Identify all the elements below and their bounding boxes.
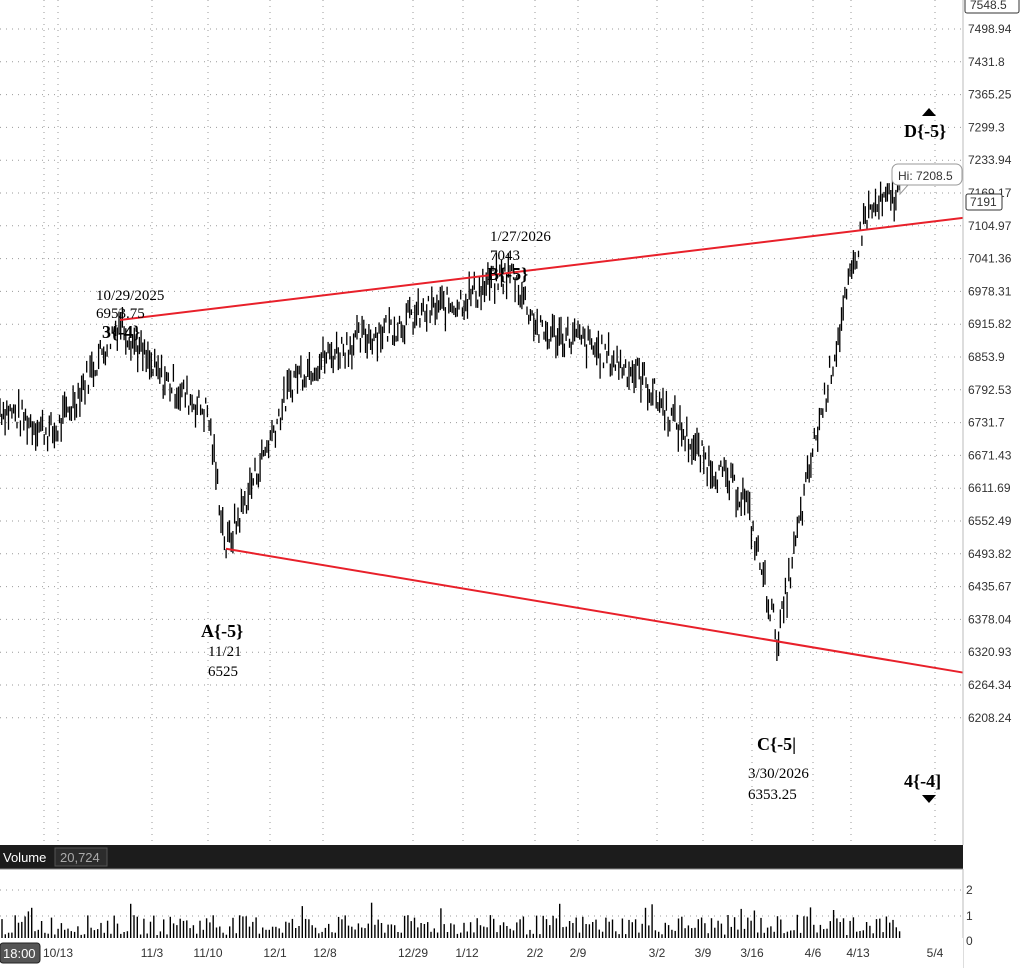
annotation-c-label: C{-5| (757, 734, 796, 754)
time-tick-label: 11/10 (193, 946, 222, 960)
time-tick-label: 2/9 (570, 946, 587, 960)
annotation-3-price: 6953.75 (96, 306, 145, 322)
price-tick-label: 6435.67 (968, 580, 1012, 594)
timeframe-label: 18:00 (3, 946, 36, 961)
time-tick-label: 1/12 (455, 946, 479, 960)
arrow-down-icon (922, 795, 936, 803)
high-tag (891, 163, 963, 186)
price-tick-label: 7104.97 (968, 219, 1012, 233)
annotation-4-label: 4{-4] (904, 771, 941, 791)
price-bars (0, 176, 900, 661)
top-price-label: 7548.5 (970, 0, 1007, 12)
annotation-3-label: 3{-4} (102, 322, 140, 342)
price-tick-label: 7041.36 (968, 252, 1012, 266)
time-tick-label: 12/8 (313, 946, 337, 960)
annotation-c-price: 6353.25 (748, 787, 797, 803)
price-tick-label: 6915.82 (968, 317, 1012, 331)
annotation-b-label: B{-5} (487, 264, 528, 284)
trendlines (119, 216, 964, 674)
price-tick-label: 6671.43 (968, 448, 1012, 462)
time-axis-background (0, 938, 963, 968)
last-price-label: 7191 (970, 195, 997, 209)
time-tick-label: 3/2 (649, 946, 666, 960)
annotation-b-date: 1/27/2026 (490, 229, 551, 245)
time-tick-label: 12/29 (398, 946, 428, 960)
top-price-tag (964, 0, 1020, 14)
time-tick-label: 10/13 (43, 946, 73, 960)
price-tick-label: 6493.82 (968, 547, 1012, 561)
price-tick-label: 6978.31 (968, 284, 1012, 298)
annotation-a-date: 11/21 (208, 644, 242, 660)
high-tag-label: Hi: 7208.5 (898, 169, 953, 183)
price-tick-label: 6611.69 (968, 481, 1011, 495)
last-price-tag (965, 193, 1003, 211)
time-tick-label: 2/2 (527, 946, 544, 960)
arrow-up-icon (922, 108, 936, 116)
annotation-a-label: A{-5} (201, 621, 243, 641)
annotation-d-label: D{-5} (904, 121, 946, 141)
price-tick-label: 6792.53 (968, 383, 1012, 397)
price-tick-label: 7498.94 (968, 22, 1012, 36)
price-tick-label: 6853.9 (968, 350, 1005, 364)
time-tick-label: 12/1 (263, 946, 287, 960)
volume-value: 20,724 (60, 850, 100, 865)
annotation-3-date: 10/29/2025 (96, 288, 164, 304)
price-tick-label: 7431.8 (968, 55, 1005, 69)
price-tick-label: 6731.7 (968, 416, 1005, 430)
time-tick-label: 3/16 (740, 946, 764, 960)
price-tick-label: 6378.04 (968, 612, 1012, 626)
volume-value-box (54, 847, 108, 867)
price-tick-label: 7299.3 (968, 120, 1005, 134)
volume-scale-0: 0 (966, 934, 973, 948)
timeframe-badge[interactable] (0, 942, 41, 964)
time-tick-label: 5/4 (927, 946, 944, 960)
high-tag-pointer (899, 184, 910, 196)
volume-scale-2: 2 (966, 883, 973, 897)
time-axis: 10/13 11/3 11/10 12/1 12/8 12/29 1/12 2/2 2/9 3/2… (43, 946, 944, 960)
volume-label: Volume (3, 850, 46, 865)
lower-trendline (225, 547, 964, 674)
time-tick-label: 3/9 (695, 946, 712, 960)
annotation-a-price: 6525 (208, 664, 238, 680)
annotation-b-price: 7043 (490, 248, 520, 264)
price-axis-background (963, 0, 1023, 845)
volume-bars (1, 902, 901, 940)
volume-header-bar (0, 845, 963, 869)
time-tick-label: 11/3 (141, 946, 164, 960)
price-axis: 7498.947431.87365.257299.37233.947169.17… (968, 22, 1012, 725)
price-tick-label: 7233.94 (968, 153, 1012, 167)
price-tick-label: 6264.34 (968, 678, 1012, 692)
annotation-c-date: 3/30/2026 (748, 766, 809, 782)
time-tick-label: 4/13 (846, 946, 870, 960)
time-tick-label: 4/6 (805, 946, 822, 960)
price-tick-label: 6208.24 (968, 711, 1012, 725)
price-tick-label: 6320.93 (968, 645, 1012, 659)
upper-trendline (119, 216, 964, 321)
price-tick-label: 7365.25 (968, 88, 1012, 102)
price-tick-label: 6552.49 (968, 514, 1012, 528)
volume-scale-1: 1 (966, 909, 973, 923)
